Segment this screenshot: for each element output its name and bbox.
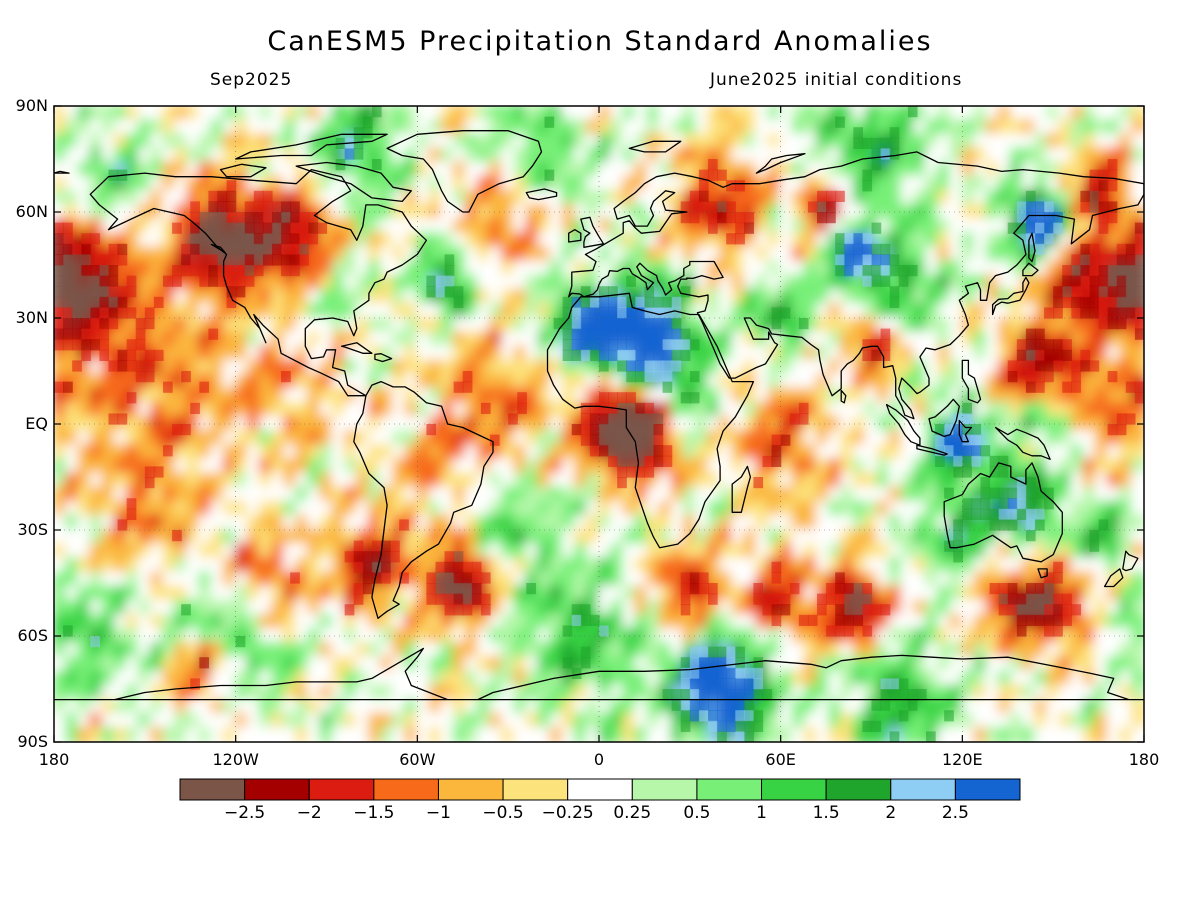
latitude-label: 60N [15, 202, 48, 221]
coastline-path [916, 444, 948, 456]
anomaly-field [54, 106, 1144, 742]
coastline-path [928, 398, 960, 438]
colorbar-swatch [631, 778, 698, 801]
coastline-path [353, 380, 494, 619]
coastline-path [961, 359, 982, 404]
latitude-label: EQ [25, 414, 48, 433]
colorbar-label: 0.25 [613, 803, 652, 823]
longitude-label: 180 [38, 750, 70, 769]
colorbar-swatch [179, 778, 246, 801]
coastline-path [731, 465, 752, 513]
valid-month-label: Sep2025 [210, 70, 293, 90]
longitude-label: 60E [765, 750, 796, 769]
coastline-path [54, 170, 70, 174]
coastline-path [219, 163, 267, 178]
coastline-path [235, 133, 388, 160]
colorbar-swatch [954, 778, 1021, 801]
coastline-path [755, 153, 806, 174]
coastline-path [340, 342, 373, 354]
colorbar-label: 1 [756, 803, 767, 823]
coastline-path [295, 161, 412, 203]
colorbar-label: −0.5 [482, 803, 524, 823]
latitude-label: 30S [17, 520, 48, 539]
colorbar-swatch [373, 778, 439, 801]
latitude-label: 90N [15, 96, 48, 115]
coastline-path [885, 403, 921, 446]
coastline-path [374, 353, 393, 363]
axis-ticks [53, 105, 1145, 743]
coastline-path [386, 130, 543, 213]
colorbar-label: −0.25 [541, 803, 594, 823]
graticule [54, 106, 1144, 742]
colorbar [179, 778, 1021, 801]
colorbar-swatch [761, 778, 827, 801]
colorbar-label: −2.5 [223, 803, 266, 823]
coastline-path [568, 229, 582, 243]
colorbar-label: −2 [296, 803, 322, 823]
coastline-path [994, 426, 1051, 460]
longitude-label: 0 [593, 750, 605, 769]
coastlines [54, 130, 1144, 701]
coastline-path [54, 647, 1144, 701]
colorbar-label: 1.5 [812, 803, 840, 823]
initial-conditions-label: June2025 initial conditions [710, 70, 963, 90]
colorbar-swatch [567, 778, 633, 801]
longitude-label: 60W [399, 750, 436, 769]
coastline-path [1037, 568, 1048, 579]
colorbar-swatch [308, 778, 375, 801]
colorbar-label: 2 [885, 803, 897, 823]
coastline-path [991, 276, 1030, 316]
longitude-label: 120E [942, 750, 983, 769]
colorbar-label: −1 [425, 803, 451, 823]
coastline-path [943, 462, 1063, 563]
colorbar-label: 2.5 [941, 803, 969, 823]
colorbar-swatch [437, 778, 504, 801]
chart-title: CanESM5 Precipitation Standard Anomalies [267, 26, 933, 57]
colorbar-swatch [244, 778, 310, 801]
colorbar-label: −1.5 [353, 803, 395, 823]
coastline-path [568, 151, 1144, 420]
coastline-path [525, 188, 558, 201]
coastline-path [1103, 568, 1124, 588]
coastline-path [840, 389, 847, 404]
coastline-path [958, 419, 973, 443]
coastline-path [1028, 232, 1036, 263]
colorbar-swatch [890, 778, 956, 801]
colorbar-label: 0.5 [683, 803, 711, 823]
longitude-label: 120W [212, 750, 259, 769]
coastline-path [210, 243, 226, 254]
colorbar-swatch [696, 778, 763, 801]
latitude-label: 60S [17, 626, 48, 645]
colorbar-swatch [502, 778, 569, 801]
colorbar-swatch [825, 778, 892, 801]
coastline-path [1122, 550, 1139, 572]
coastline-path [628, 140, 682, 153]
coastline-path [1022, 262, 1039, 277]
latitude-label: 90S [17, 732, 48, 751]
coastline-path [546, 292, 755, 549]
coastline-path [580, 216, 605, 248]
longitude-label: 180 [1128, 750, 1160, 769]
latitude-label: 30N [15, 308, 48, 327]
